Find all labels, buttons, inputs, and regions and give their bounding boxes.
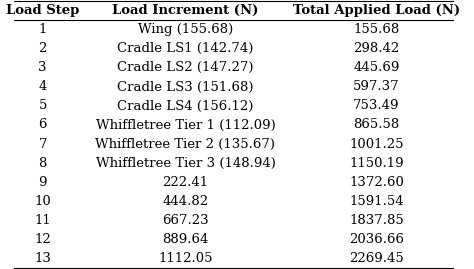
Text: 4: 4 — [38, 80, 47, 93]
Text: 2: 2 — [38, 43, 47, 55]
Text: 753.49: 753.49 — [353, 100, 400, 112]
Text: Cradle LS3 (151.68): Cradle LS3 (151.68) — [117, 80, 254, 93]
Text: Cradle LS4 (156.12): Cradle LS4 (156.12) — [117, 100, 254, 112]
Text: 1: 1 — [38, 23, 47, 36]
Text: 865.58: 865.58 — [353, 118, 400, 132]
Text: 2036.66: 2036.66 — [349, 233, 404, 246]
Text: 1372.60: 1372.60 — [349, 176, 404, 189]
Text: 298.42: 298.42 — [353, 43, 400, 55]
Text: 1150.19: 1150.19 — [349, 157, 404, 169]
Text: 222.41: 222.41 — [163, 176, 209, 189]
Text: 8: 8 — [38, 157, 47, 169]
Text: Whiffletree Tier 2 (135.67): Whiffletree Tier 2 (135.67) — [95, 137, 275, 151]
Text: 9: 9 — [38, 176, 47, 189]
Text: 13: 13 — [34, 252, 51, 265]
Text: Wing (155.68): Wing (155.68) — [138, 23, 233, 36]
Text: 3: 3 — [38, 61, 47, 75]
Text: 597.37: 597.37 — [353, 80, 400, 93]
Text: Cradle LS2 (147.27): Cradle LS2 (147.27) — [117, 61, 254, 75]
Text: 667.23: 667.23 — [162, 214, 209, 226]
Text: 7: 7 — [38, 137, 47, 151]
Text: 444.82: 444.82 — [163, 194, 209, 208]
Text: 1112.05: 1112.05 — [158, 252, 213, 265]
Text: 6: 6 — [38, 118, 47, 132]
Text: 445.69: 445.69 — [353, 61, 400, 75]
Text: Load Increment (N): Load Increment (N) — [112, 4, 259, 17]
Text: Total Applied Load (N): Total Applied Load (N) — [293, 4, 460, 17]
Text: 11: 11 — [35, 214, 51, 226]
Text: 1837.85: 1837.85 — [349, 214, 404, 226]
Text: 5: 5 — [38, 100, 47, 112]
Text: 155.68: 155.68 — [353, 23, 400, 36]
Text: Load Step: Load Step — [6, 4, 80, 17]
Text: Whiffletree Tier 3 (148.94): Whiffletree Tier 3 (148.94) — [96, 157, 275, 169]
Text: 889.64: 889.64 — [162, 233, 209, 246]
Text: 12: 12 — [35, 233, 51, 246]
Text: Cradle LS1 (142.74): Cradle LS1 (142.74) — [117, 43, 254, 55]
Text: 2269.45: 2269.45 — [349, 252, 404, 265]
Text: 1591.54: 1591.54 — [349, 194, 404, 208]
Text: 10: 10 — [35, 194, 51, 208]
Text: Whiffletree Tier 1 (112.09): Whiffletree Tier 1 (112.09) — [96, 118, 275, 132]
Text: 1001.25: 1001.25 — [349, 137, 404, 151]
